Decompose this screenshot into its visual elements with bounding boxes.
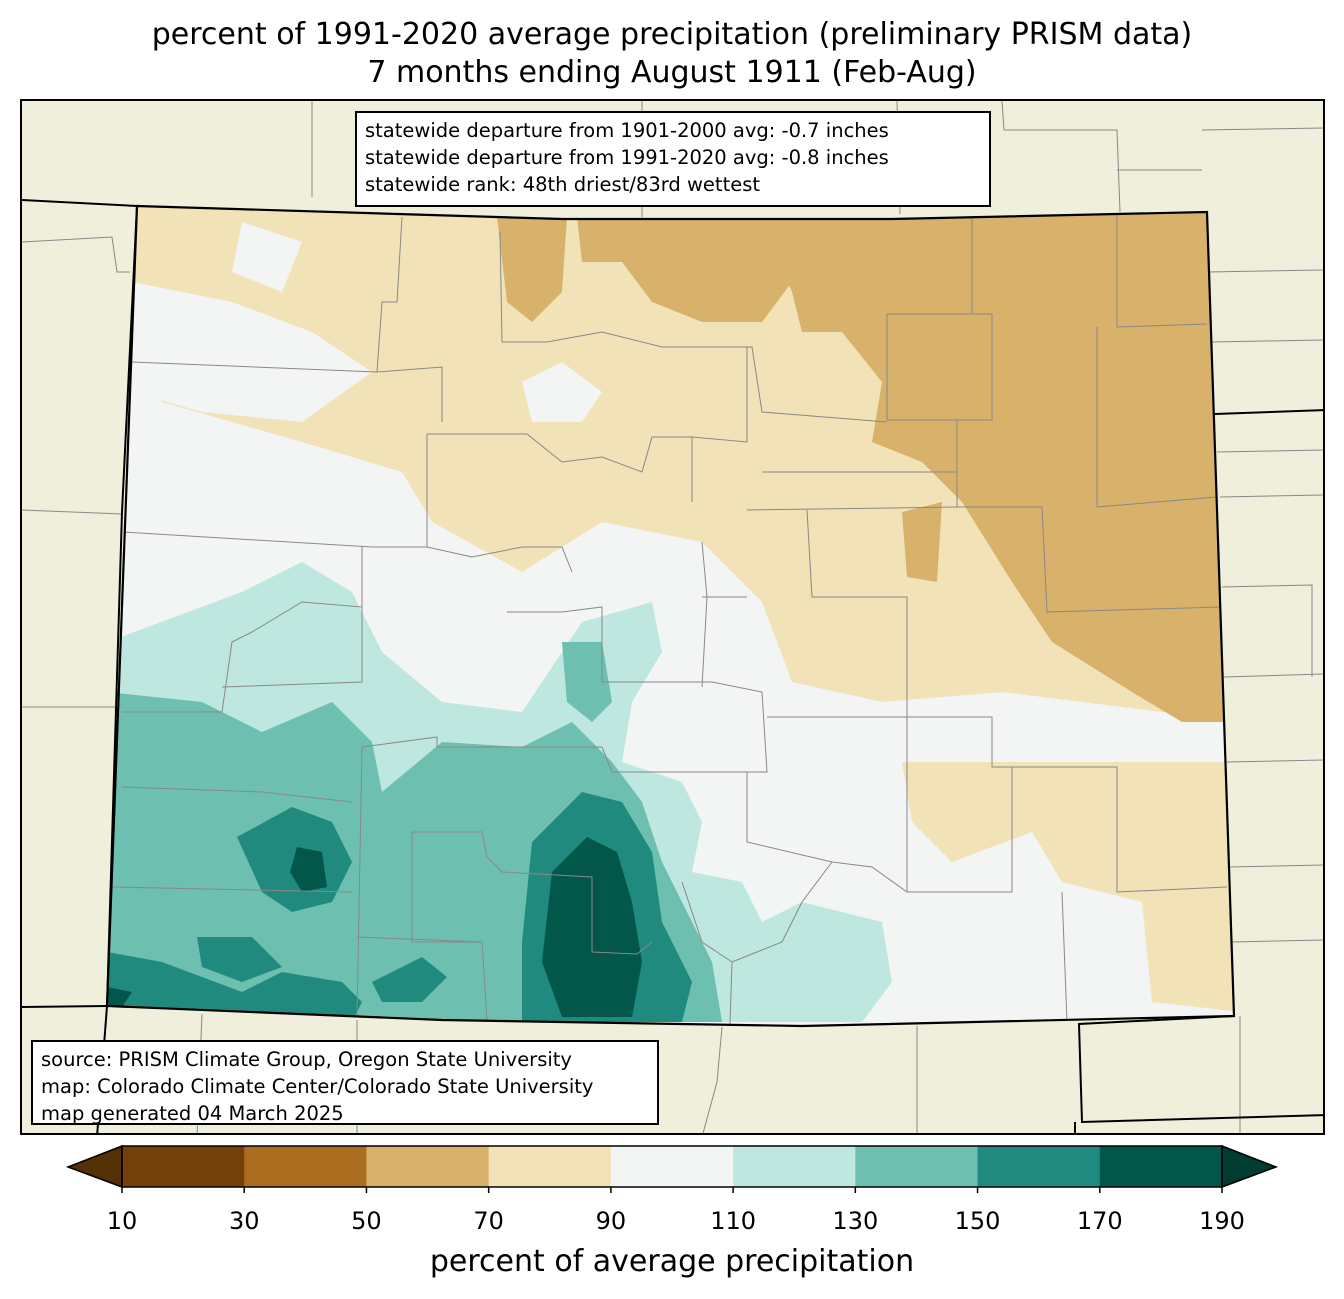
map-panel (20, 99, 1325, 1135)
colorado-border (105, 204, 1236, 1028)
colorbar-bin (1099, 1146, 1223, 1187)
colorbar-tick-label: 90 (596, 1207, 627, 1235)
colorbar-bin (366, 1146, 490, 1187)
colorbar-bin (610, 1146, 734, 1187)
colorbar-bin (977, 1146, 1101, 1187)
colorbar-tick-label: 70 (473, 1207, 504, 1235)
colorbar-tick-label: 150 (955, 1207, 1001, 1235)
colorbar-tick-label: 50 (351, 1207, 382, 1235)
colorbar: 10 30 50 70 90 110 130 150 170 190 (65, 1144, 1279, 1235)
colorbar-bins (122, 1146, 1223, 1187)
colorbar-tick-label: 190 (1199, 1207, 1245, 1235)
colorbar-tick-label: 130 (832, 1207, 878, 1235)
colorbar-under-arrow (65, 1144, 123, 1189)
stats-departure-1901-2000: statewide departure from 1901-2000 avg: … (365, 119, 889, 142)
colorbar-title: percent of average precipitation (429, 1244, 915, 1279)
colorbar-tick-label: 10 (107, 1207, 138, 1235)
source-box: source: PRISM Climate Group, Oregon Stat… (31, 1040, 659, 1125)
colorbar-outline (121, 1145, 1223, 1188)
stats-rank: statewide rank: 48th driest/83rd wettest (365, 173, 761, 196)
source-line: source: PRISM Climate Group, Oregon Stat… (41, 1048, 572, 1071)
colorbar-bin (488, 1146, 612, 1187)
colorbar-tick-label: 170 (1077, 1207, 1123, 1235)
precipitation-map (22, 101, 1323, 1133)
colorbar-bin (733, 1146, 856, 1187)
map-credit-line: map: Colorado Climate Center/Colorado St… (41, 1075, 594, 1098)
colorbar-bin (122, 1146, 245, 1187)
colorbar-ticks: 10 30 50 70 90 110 130 150 170 190 (107, 1187, 1245, 1235)
colorbar-tick-label: 30 (229, 1207, 260, 1235)
map-title-line1: percent of 1991-2020 average precipitati… (151, 17, 1193, 52)
generated-date-line: map generated 04 March 2025 (41, 1102, 344, 1125)
colorbar-tick-label: 110 (710, 1207, 756, 1235)
statewide-stats-box: statewide departure from 1901-2000 avg: … (355, 111, 991, 207)
precip-fills (107, 206, 1234, 1026)
colorbar-over-arrow (1221, 1144, 1279, 1189)
colorbar-bin (244, 1146, 367, 1187)
map-title-line2: 7 months ending August 1911 (Feb-Aug) (367, 55, 977, 90)
stats-departure-1991-2020: statewide departure from 1991-2020 avg: … (365, 146, 889, 169)
colorbar-bin (855, 1146, 979, 1187)
colorado-county-lines (111, 212, 1228, 1025)
